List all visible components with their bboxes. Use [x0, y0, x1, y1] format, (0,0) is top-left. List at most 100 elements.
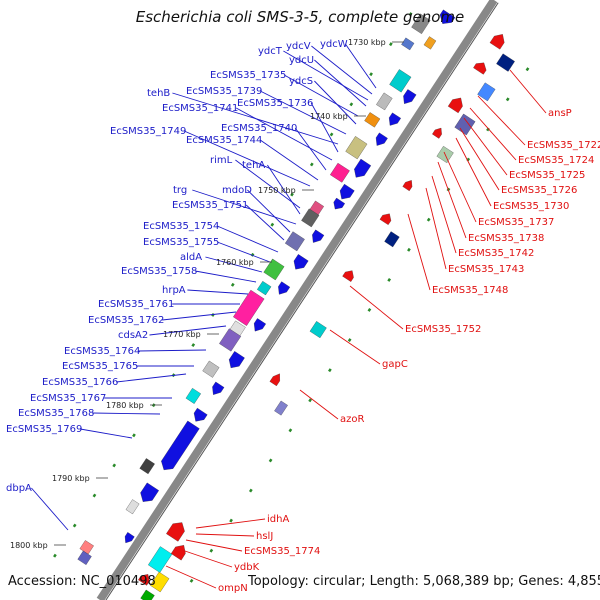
leader-line	[165, 565, 217, 589]
left-gene-label: aldA	[180, 252, 202, 263]
leader-line	[195, 533, 255, 537]
leader-line	[181, 549, 233, 568]
left-gene-label: EcSMS35_1765	[62, 361, 138, 372]
leader-line	[80, 428, 133, 439]
orf-mark	[290, 192, 294, 197]
leader-line	[259, 90, 347, 135]
left-gene-label: tehB	[147, 88, 170, 99]
right-gene-label: ydbK	[234, 562, 260, 573]
left-gene-label: EcSMS35_1751	[172, 200, 248, 211]
orf-mark	[407, 247, 411, 252]
orf-mark	[189, 578, 194, 583]
gene-feature-outer	[439, 9, 456, 24]
orf-mark	[112, 463, 117, 468]
tick-label: 1800 kbp	[10, 541, 48, 550]
orf-mark	[387, 277, 392, 282]
gene-feature-outer	[345, 136, 368, 160]
left-gene-label: EcSMS35_1735	[210, 70, 286, 81]
gene-feature-outer	[339, 183, 355, 200]
gene-feature-outer	[193, 407, 208, 422]
gene-feature-outer	[354, 158, 372, 178]
leader-line	[116, 373, 187, 383]
orf-mark	[53, 553, 57, 558]
gene-feature-outer	[256, 280, 272, 296]
gene-feature-inner	[150, 571, 170, 593]
right-gene-label: EcSMS35_1726	[501, 185, 577, 196]
right-gene-label: EcSMS35_1748	[432, 285, 508, 296]
left-gene-label: EcSMS35_1741	[162, 103, 238, 114]
gene-feature-inner	[432, 127, 442, 139]
gene-feature-outer	[411, 13, 431, 35]
tick-label: 1780 kbp	[106, 401, 144, 410]
leader-line	[509, 69, 547, 114]
left-gene-label: ydcU	[289, 55, 314, 66]
gene-feature-inner	[269, 373, 280, 387]
leader-line	[267, 164, 301, 215]
map-title: Escherichia coli SMS-3-5, complete genom…	[135, 8, 465, 26]
leader-line	[345, 43, 377, 89]
left-gene-label: EcSMS35_1736	[237, 98, 313, 109]
leader-line	[245, 204, 285, 241]
left-gene-label: EcSMS35_1755	[143, 237, 219, 248]
orf-mark	[525, 67, 530, 72]
gene-feature-outer	[161, 420, 200, 471]
gene-feature-inner	[170, 545, 186, 561]
gene-feature-inner	[379, 213, 392, 226]
orf-mark	[268, 458, 273, 463]
kbp-ticks: 1730 kbp 1740 kbp 1750 kbp 1760 kbp 1770 kbp…	[10, 38, 404, 550]
orf-mark	[408, 12, 413, 16]
leader-line	[235, 107, 333, 161]
gene-feature-inner	[477, 82, 496, 102]
leader-line	[311, 45, 373, 95]
leader-line	[294, 127, 327, 171]
gene-feature-inner	[342, 270, 354, 282]
leader-line	[217, 241, 271, 263]
left-gene-label: EcSMS35_1762	[88, 315, 164, 326]
gene-feature-outer	[219, 328, 242, 352]
leader-line	[195, 270, 257, 283]
right-gene-label: EcSMS35_1722	[527, 140, 600, 151]
leader-line	[329, 329, 381, 365]
orf-mark	[229, 518, 233, 523]
right-gene-label: EcSMS35_1774	[244, 546, 320, 557]
left-gene-label: EcSMS35_1739	[186, 86, 262, 97]
leader-line	[425, 187, 447, 270]
leader-line	[349, 285, 404, 330]
right-gene-label: EcSMS35_1743	[448, 264, 524, 275]
orf-mark	[349, 102, 354, 107]
gene-feature-inner	[447, 97, 463, 114]
gene-feature-outer	[202, 360, 220, 378]
leader-line	[259, 139, 319, 181]
leader-line	[459, 127, 500, 191]
orf-mark	[347, 338, 352, 343]
leader-line	[283, 50, 369, 101]
orf-mark	[248, 488, 253, 493]
gene-feature-outer	[364, 112, 381, 128]
orf-mark	[369, 72, 373, 77]
right-gene-label: EcSMS35_1724	[518, 155, 594, 166]
gene-feature-inner	[147, 546, 173, 573]
gene-feature-outer	[212, 381, 225, 395]
gene-feature-inner	[402, 180, 413, 192]
gene-feature-inner	[496, 53, 515, 72]
left-gene-label: EcSMS35_1769	[6, 424, 82, 435]
feature-tracks	[53, 0, 530, 600]
leader-line	[138, 349, 207, 352]
tick-label: 1750 kbp	[258, 186, 296, 195]
leader-line	[469, 107, 517, 161]
orf-mark	[288, 428, 293, 433]
gene-feature-outer	[293, 254, 309, 270]
left-gene-label: EcSMS35_1761	[98, 299, 174, 310]
right-gene-label: EcSMS35_1742	[458, 248, 534, 259]
gene-feature-inner	[140, 589, 155, 600]
gene-feature-outer	[278, 281, 291, 295]
tick-label: 1730 kbp	[348, 38, 386, 47]
right-gene-label: azoR	[340, 414, 364, 425]
right-gene-label: idhA	[267, 514, 289, 525]
gene-feature-inner	[309, 321, 327, 339]
gene-feature-outer	[125, 499, 140, 515]
leader-line	[149, 325, 227, 336]
left-gene-label: EcSMS35_1768	[18, 408, 94, 419]
gene-feature-outer	[79, 540, 94, 555]
